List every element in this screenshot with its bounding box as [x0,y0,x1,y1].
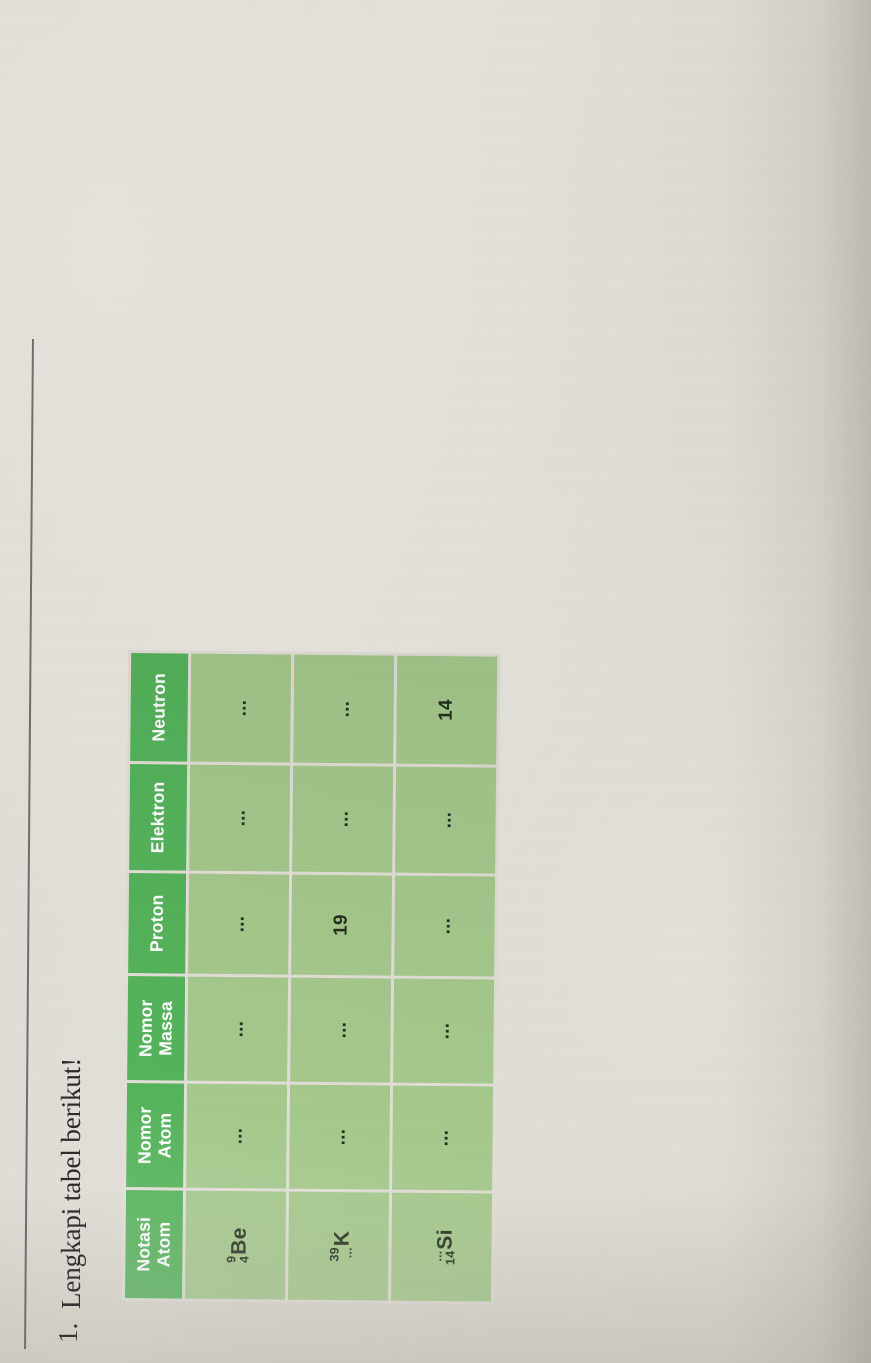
header-line-1: Notasi [133,1216,154,1272]
header-line-1: Nomor [134,1106,155,1165]
isotope-numbers: ... 14 [430,1250,458,1266]
atom-table: Notasi Atom Nomor Atom Nomor Massa Pro [122,650,500,1305]
element-symbol: K [330,1230,354,1247]
cell-nomor-atom[interactable]: ... [186,1083,288,1189]
cell-nomor-massa[interactable]: ... [290,977,392,1083]
atomic-number: 14 [443,1250,458,1266]
element-symbol: Si [433,1229,457,1250]
question-1-number: 1. [53,1322,83,1343]
cell-elektron[interactable]: ... [395,766,497,874]
header-line-2: Massa [154,1001,176,1056]
isotope-numbers: 9 4 [224,1255,252,1264]
column-header-proton: Proton [128,873,187,974]
column-header-elektron: Elektron [129,764,188,871]
column-header-notasi-atom: Notasi Atom [125,1190,184,1299]
cell-neutron[interactable]: ... [293,654,395,764]
question-1-text: Lengkapi tabel berikut! [56,1057,86,1309]
table-row: ... 14 Si ... ... ... ... 14 [391,655,498,1302]
atomic-number: ... [340,1247,355,1259]
isotope-notation: ... 14 Si [430,1229,458,1266]
cell-proton[interactable]: 19 [291,874,393,976]
column-header-nomor-massa: Nomor Massa [127,976,186,1081]
header-line-1: Elektron [147,781,168,854]
cell-elektron[interactable]: ... [189,764,291,872]
cell-neutron[interactable]: ... [190,653,292,763]
cell-proton[interactable]: ... [394,875,496,977]
header-line-2: Atom [152,1221,174,1268]
question-1: 1. Lengkapi tabel berikut! [52,1058,90,1343]
header-line-1: Proton [146,894,167,953]
cell-nomor-atom[interactable]: ... [392,1085,494,1191]
table-header-row: Notasi Atom Nomor Atom Nomor Massa Pro [125,653,189,1299]
isotope-notation: 9 4 Be [224,1227,252,1264]
horizontal-rule [24,339,34,1349]
atom-table-wrapper: Notasi Atom Nomor Atom Nomor Massa Pro [122,650,500,1305]
cell-notasi-atom[interactable]: 39 ... K [288,1191,390,1301]
cell-nomor-massa[interactable]: ... [393,978,495,1084]
cell-elektron[interactable]: ... [292,765,394,873]
header-line-1: Nomor [135,999,156,1058]
isotope-notation: 39 ... K [327,1230,355,1262]
cell-neutron[interactable]: 14 [396,655,498,765]
table-row: 9 4 Be ... ... ... ... ... [185,653,292,1300]
element-symbol: Be [227,1227,251,1255]
column-header-nomor-atom: Nomor Atom [126,1083,185,1188]
column-header-neutron: Neutron [130,653,189,762]
cell-nomor-atom[interactable]: ... [289,1084,391,1190]
header-line-2: Atom [153,1112,175,1159]
cell-proton[interactable]: ... [188,873,290,975]
isotope-numbers: 39 ... [327,1247,355,1262]
cell-notasi-atom[interactable]: ... 14 Si [391,1192,493,1302]
header-line-1: Neutron [148,672,169,742]
atomic-number: 4 [237,1255,252,1264]
cell-notasi-atom[interactable]: 9 4 Be [185,1190,287,1300]
table-row: 39 ... K ... ... 19 ... ... [288,654,395,1301]
cell-nomor-massa[interactable]: ... [187,976,289,1082]
